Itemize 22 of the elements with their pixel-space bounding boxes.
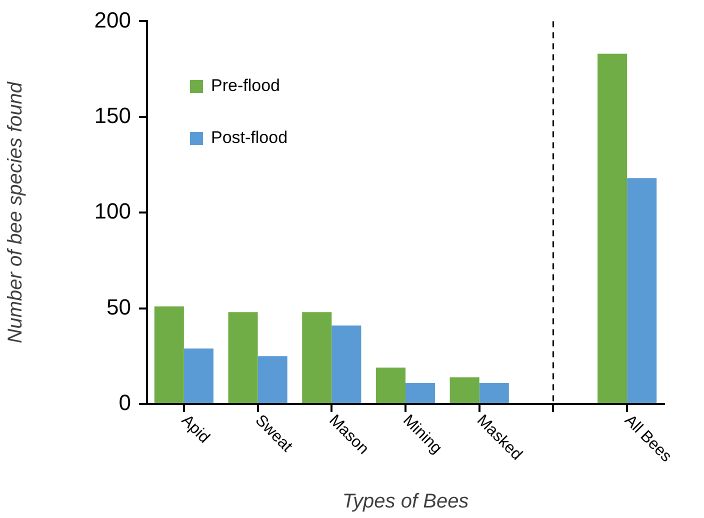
y-tick-label: 0 [118,390,131,416]
bar [376,368,406,403]
y-tick-label: 200 [94,7,131,32]
bar [302,312,332,403]
bar [479,382,509,403]
x-axis-title: Types of Bees [342,490,469,513]
bar [627,178,657,403]
y-tick-label: 50 [106,294,131,320]
y-tick-label: 150 [94,102,131,128]
bar [450,377,480,403]
bar [332,326,362,403]
bar [228,312,258,403]
y-tick-label: 100 [94,198,131,224]
legend-label: Post-flood [211,128,288,148]
bar [184,348,214,403]
x-tick-label: Apid [178,412,213,447]
bar [598,54,628,403]
bar [154,306,184,403]
y-axis-title: Number of bee species found [4,81,27,344]
bar [258,356,288,403]
bar [406,382,436,403]
legend-label: Pre-flood [211,76,280,96]
